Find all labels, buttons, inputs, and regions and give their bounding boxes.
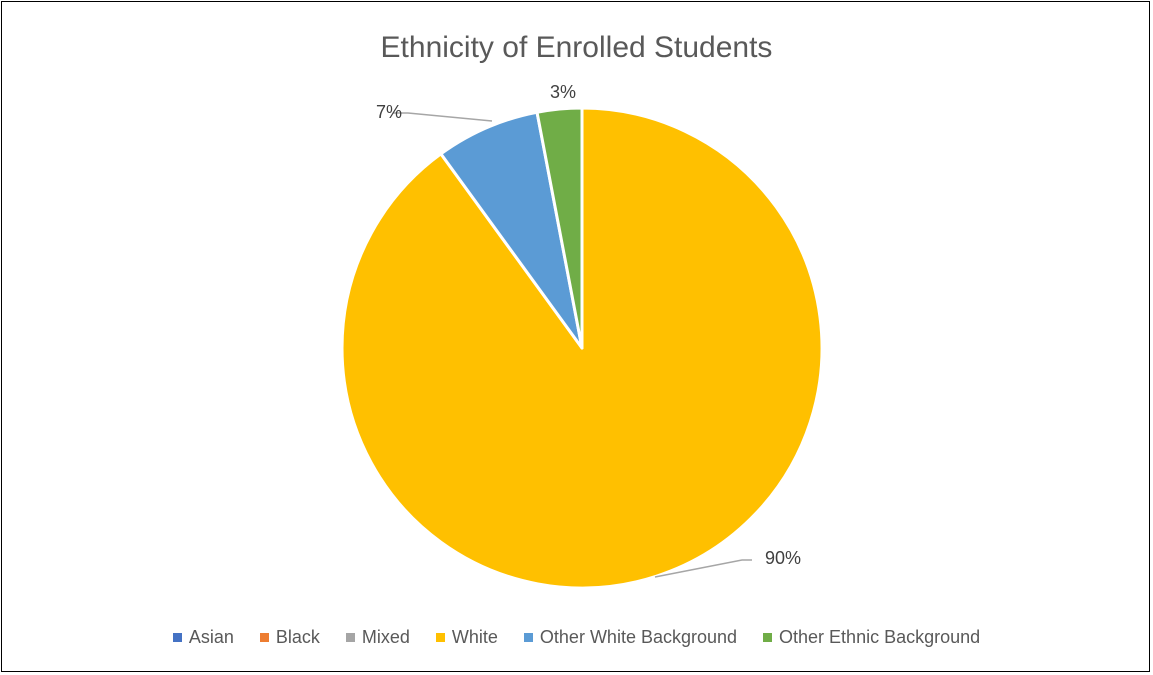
leader-line-other-white-background: [393, 112, 493, 122]
legend-swatch: [435, 633, 445, 642]
data-label-other-white-background: 7%: [376, 102, 402, 122]
legend-label: White: [451, 627, 498, 647]
pie-slice-other-ethnic-background: [535, 106, 584, 350]
legend-item-asian: Asian: [172, 627, 234, 648]
leader-lines: [393, 112, 752, 578]
legend-label: Other Ethnic Background: [779, 627, 981, 647]
legend-item-other-ethnic-background: Other Ethnic Background: [763, 627, 980, 648]
legend-label: Other White Background: [539, 627, 738, 647]
data-label-white: 90%: [765, 548, 801, 568]
legend-label: Asian: [188, 627, 234, 647]
data-labels: 90% 7% 3%: [376, 82, 801, 568]
legend-item-mixed: Mixed: [345, 627, 410, 648]
pie-slice-other-white-background: [439, 110, 584, 350]
legend-swatch: [763, 633, 773, 642]
legend-swatch: [345, 633, 355, 642]
data-label-other-ethnic-background: 3%: [550, 82, 576, 102]
legend-swatch: [259, 633, 269, 642]
legend-swatch: [172, 633, 182, 642]
legend-item-black: Black: [259, 627, 320, 648]
legend-label: Black: [275, 627, 320, 647]
legend-swatch: [523, 633, 533, 642]
legend: Asian Black Mixed White Other White Backgrou…: [0, 627, 1153, 648]
pie-slices: [340, 106, 824, 590]
leader-line-white: [654, 559, 752, 578]
chart-title: Ethnicity of Enrolled Students: [380, 31, 773, 64]
legend-label: Mixed: [361, 627, 410, 647]
legend-item-other-white-background: Other White Background: [523, 627, 738, 648]
legend-item-white: White: [435, 627, 498, 648]
